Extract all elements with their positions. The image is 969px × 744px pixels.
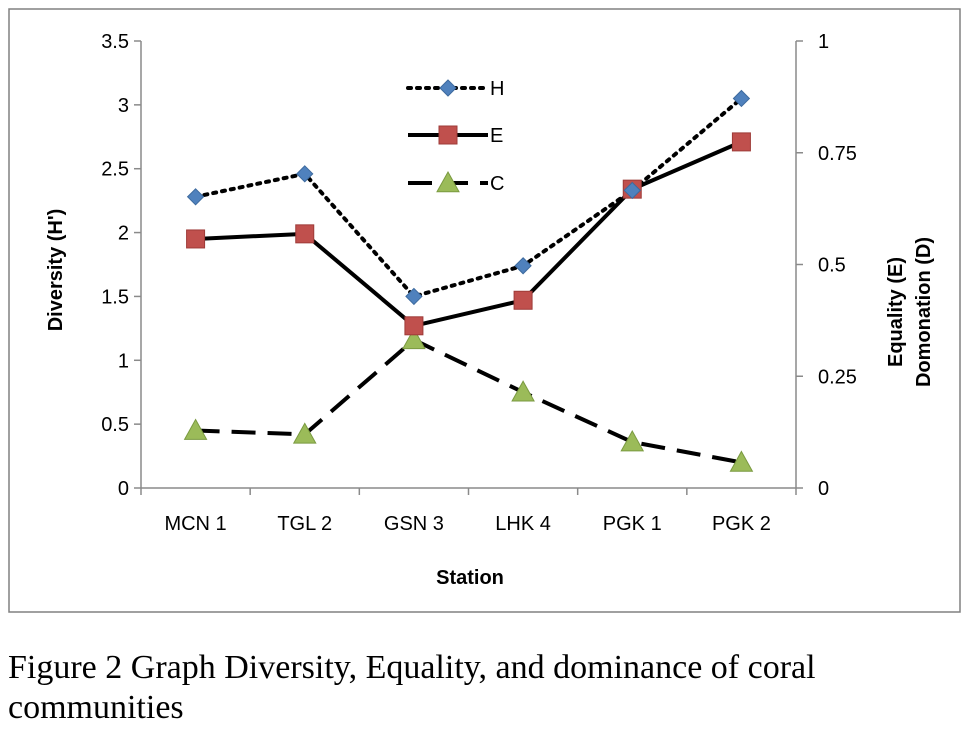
data-point-c <box>183 418 208 440</box>
data-point-h <box>514 257 532 275</box>
series-line-e <box>195 140 743 328</box>
series-layer <box>183 89 754 472</box>
data-point-c <box>402 327 426 350</box>
axes: 0 0.5 1 1.5 2 2.5 3 3.5 0 0.25 0.5 0.75 1 MCN 1 TGL 2 G… <box>101 31 857 535</box>
y-left-tick-label: 3.5 <box>101 31 129 53</box>
legend-label-c: C <box>490 173 504 195</box>
data-point-h <box>186 188 205 206</box>
figure-caption: Figure 2 Graph Diversity, Equality, and … <box>8 649 816 726</box>
y-left-tick-label: 2.5 <box>101 159 129 181</box>
legend-marker-e <box>438 125 458 145</box>
y-left-tick-label: 0.5 <box>101 414 129 436</box>
data-point-h <box>296 165 314 183</box>
data-point-h <box>623 181 641 200</box>
series-line-c <box>195 337 742 465</box>
data-point-e <box>404 316 424 336</box>
data-point-e <box>186 229 206 249</box>
y-right-tick-label: 0 <box>818 478 829 500</box>
data-point-e <box>731 132 751 152</box>
series-line-h <box>193 96 744 299</box>
legend-marker-h <box>439 79 457 97</box>
x-axis-title: Station <box>436 567 504 589</box>
data-point-h <box>405 287 423 306</box>
y-left-tick-label: 3 <box>118 95 129 117</box>
y-axis-right-title-line1: Equality (E) <box>885 257 907 367</box>
x-tick-label: PGK 2 <box>712 513 771 535</box>
legend: H E C <box>406 78 504 195</box>
data-point-c <box>729 450 754 472</box>
y-left-tick-label: 1.5 <box>101 286 129 308</box>
legend-marker-c <box>436 170 460 193</box>
legend-label-e: E <box>490 125 503 147</box>
x-tick-label: GSN 3 <box>384 513 444 535</box>
y-right-tick-label: 0.5 <box>818 255 846 277</box>
y-left-tick-label: 0 <box>118 478 129 500</box>
y-left-tick-label: 1 <box>118 350 129 372</box>
data-point-e <box>295 224 315 244</box>
legend-label-h: H <box>490 78 504 100</box>
x-tick-label: PGK 1 <box>603 513 662 535</box>
y-right-tick-label: 0.25 <box>818 366 857 388</box>
data-point-h <box>732 89 751 108</box>
data-point-c <box>292 422 317 444</box>
y-right-tick-label: 0.75 <box>818 143 857 165</box>
data-point-e <box>513 290 533 310</box>
y-axis-left-title: Diversity (H') <box>45 209 67 332</box>
data-point-c <box>511 380 535 402</box>
x-tick-label: TGL 2 <box>277 513 332 535</box>
y-right-tick-label: 1 <box>818 31 829 53</box>
x-tick-label: MCN 1 <box>164 513 226 535</box>
y-axis-right-title-line2: Domonation (D) <box>913 237 935 387</box>
x-tick-label: LHK 4 <box>495 513 551 535</box>
data-point-c <box>620 429 645 452</box>
y-left-tick-label: 2 <box>118 223 129 245</box>
